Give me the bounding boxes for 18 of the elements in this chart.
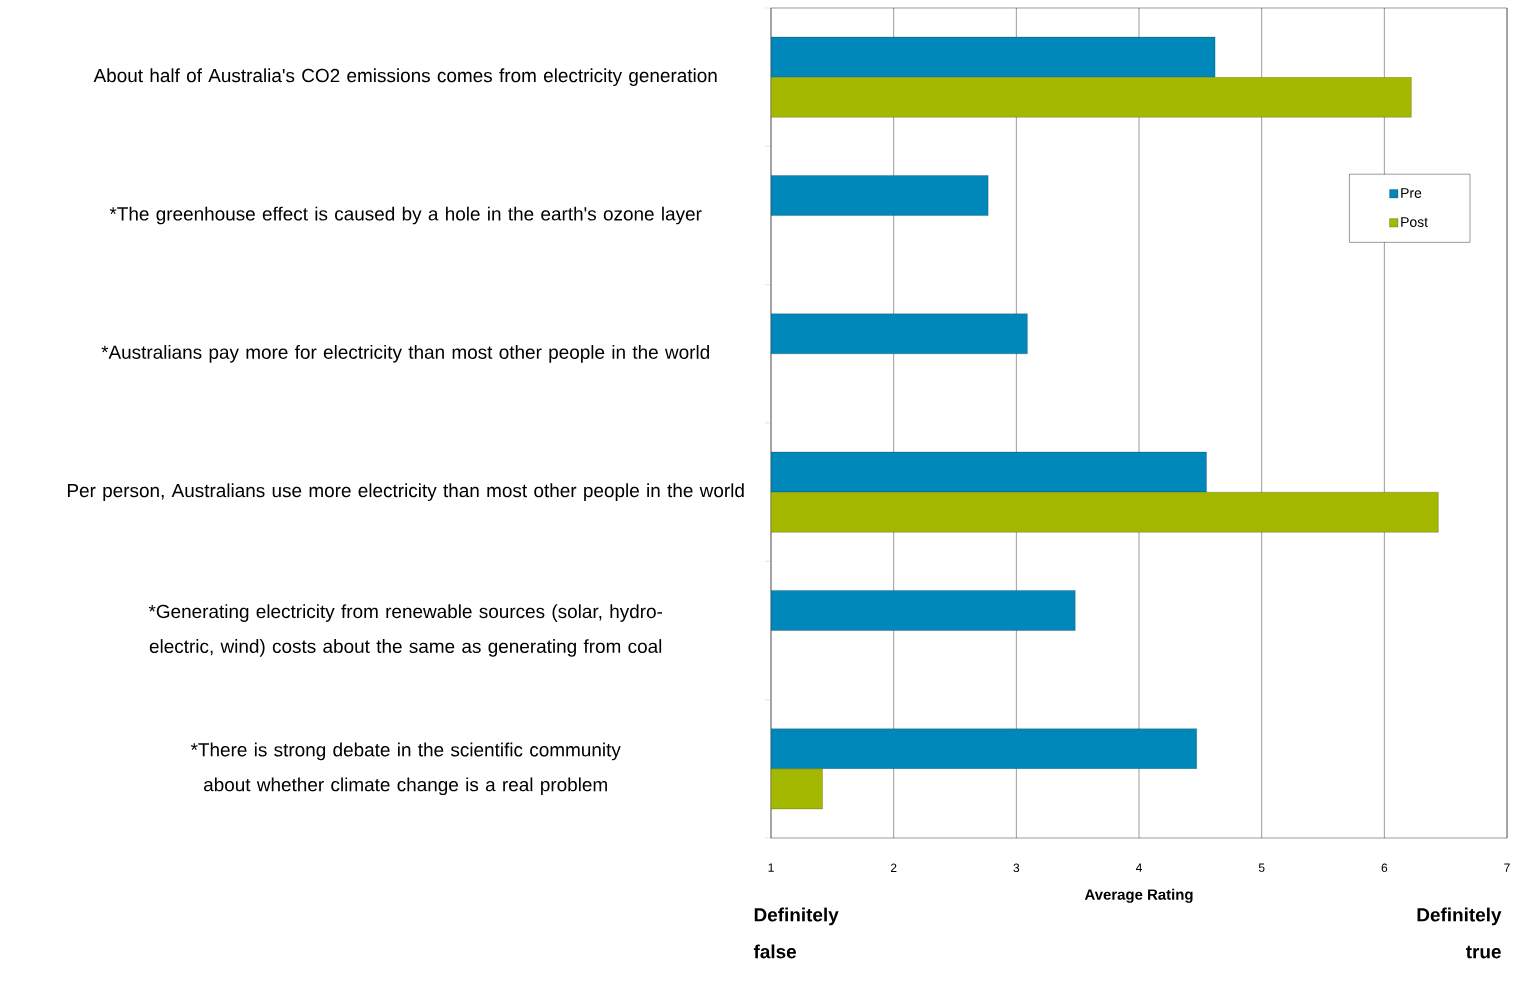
y-tick-label: *Generating electricity from renewable sources (solar, hydro-electric, wind) costs about the same as generating from coal xyxy=(148,604,663,657)
y-tick-label: *There is strong debate in the scientific community about whether climate change is a real problem xyxy=(190,742,621,796)
legend-label: Pre xyxy=(1401,188,1422,198)
legend-label: Post xyxy=(1401,217,1428,227)
y-tick-label: *Australians pay more for electricity than most other people in the world xyxy=(101,345,709,363)
x-tick-label: 4 xyxy=(1135,863,1142,872)
x-tick-label: 7 xyxy=(1504,863,1510,872)
x-tick-label: 2 xyxy=(890,863,897,872)
y-tick-label: *The greenhouse effect is caused by a hole in the earth's ozone layer xyxy=(109,206,702,225)
x-tick-label: 3 xyxy=(1013,863,1020,872)
y-tick-label: Per person, Australians use more electricity than most other people in the world xyxy=(67,483,744,501)
x-tick-label: 5 xyxy=(1258,863,1265,872)
x-tick-label: 1 xyxy=(768,863,774,872)
x-tick-label: 6 xyxy=(1381,863,1388,872)
text: Definitely false xyxy=(753,907,839,959)
x-axis-title: Average Rating xyxy=(1084,888,1193,903)
text: Definitely true xyxy=(1417,907,1502,959)
y-tick-label: About half of Australia's CO2 emissions comes from electricity generation xyxy=(93,68,717,86)
